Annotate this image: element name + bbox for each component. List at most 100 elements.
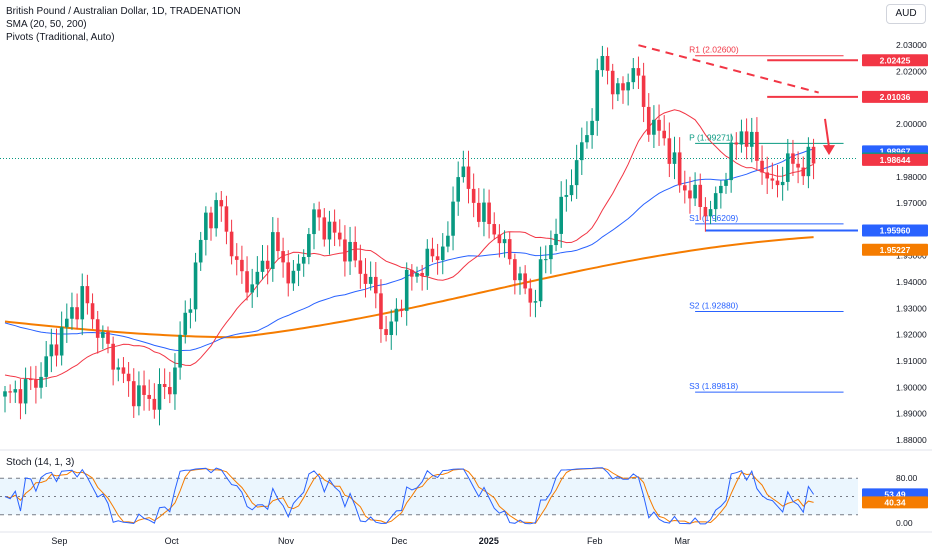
candle-body	[137, 385, 141, 407]
price-axis-tick: 1.92000	[896, 330, 927, 340]
candle-body	[307, 234, 311, 257]
candle-body	[327, 221, 332, 240]
candle-body	[332, 221, 337, 233]
candle-body	[54, 344, 59, 356]
time-axis-tick: Mar	[675, 536, 691, 546]
candle-body	[543, 259, 548, 261]
candle-body	[724, 180, 728, 186]
candle-body	[80, 286, 85, 320]
candle-body	[523, 273, 527, 289]
price-label-text: 1.98644	[880, 155, 911, 165]
candle-body	[379, 293, 383, 330]
candle-body	[374, 276, 378, 294]
candle-body	[703, 206, 708, 217]
candle-body	[286, 262, 291, 284]
candle-body	[471, 188, 476, 203]
candle-body	[348, 241, 352, 262]
candle-body	[13, 389, 18, 393]
candle-body	[662, 130, 666, 139]
candle-body	[234, 256, 239, 260]
candle-body	[513, 259, 517, 281]
candle-body	[193, 262, 198, 310]
candle-body	[368, 276, 373, 284]
candle-body	[652, 119, 656, 135]
candle-body	[667, 138, 672, 164]
candle-body	[708, 209, 713, 217]
trend-line	[638, 44, 819, 94]
candle-body	[626, 82, 630, 91]
candle-body	[399, 308, 404, 311]
candle-body	[641, 75, 646, 107]
price-label-text: 2.01036	[880, 92, 911, 102]
price-axis-tick: 2.03000	[896, 40, 927, 50]
candle-body	[791, 153, 795, 164]
candle-body	[646, 106, 651, 135]
price-axis-tick: 2.02000	[896, 66, 927, 76]
candle-body	[430, 248, 435, 257]
candle-body	[585, 135, 589, 143]
candle-body	[672, 152, 677, 164]
candle-body	[276, 232, 280, 252]
candle-body	[765, 172, 769, 179]
candle-body	[744, 131, 749, 147]
candle-body	[502, 239, 507, 244]
stoch-legend[interactable]: Stoch (14, 1, 3)	[6, 457, 75, 468]
candle-body	[59, 327, 64, 356]
candle-body	[204, 212, 208, 240]
price-label-box	[862, 224, 928, 237]
candle-body	[214, 200, 218, 229]
price-axis-tick: 1.88000	[896, 435, 927, 445]
price-axis-tick: 1.90000	[896, 382, 927, 392]
candle-body	[688, 190, 692, 199]
down-arrow-head	[823, 145, 835, 156]
candle-body	[178, 334, 182, 368]
candle-body	[255, 271, 260, 285]
candle-body	[451, 201, 455, 236]
candle-body	[533, 301, 538, 303]
candle-body	[631, 68, 636, 83]
sma-legend[interactable]: SMA (20, 50, 200)	[6, 19, 87, 30]
candle-body	[291, 270, 296, 284]
candle-body	[28, 379, 33, 381]
candle-body	[229, 231, 234, 257]
time-axis-tick: Dec	[391, 536, 408, 546]
down-arrow-shaft	[824, 118, 830, 148]
time-axis-tick: Feb	[587, 536, 603, 546]
candle-body	[126, 373, 131, 382]
candle-body	[693, 184, 697, 199]
candle-body	[610, 70, 615, 95]
candle-body	[301, 256, 306, 264]
price-label-box	[862, 90, 928, 103]
candle-body	[549, 245, 553, 260]
candle-body	[677, 152, 682, 186]
candle-body	[363, 273, 368, 284]
candle-body	[296, 263, 301, 271]
candle-body	[224, 206, 229, 232]
candle-body	[600, 55, 605, 71]
pivots-legend[interactable]: Pivots (Traditional, Auto)	[6, 32, 115, 43]
candle-body	[281, 251, 285, 263]
price-label-text: 2.02425	[880, 55, 911, 65]
candle-body	[389, 321, 394, 336]
currency-button[interactable]: AUD	[886, 4, 926, 24]
time-axis-tick: Oct	[165, 536, 180, 546]
candle-body	[198, 239, 203, 263]
candle-body	[775, 180, 780, 186]
candle-body	[554, 233, 558, 246]
candle-body	[358, 260, 363, 274]
candle-body	[755, 131, 759, 161]
symbol-title[interactable]: British Pound / Australian Dollar, 1D, T…	[6, 6, 241, 17]
candle-body	[131, 381, 136, 407]
candle-body	[271, 232, 275, 269]
candle-body	[719, 185, 723, 194]
candle-body	[477, 202, 481, 222]
sma20-line	[4, 109, 814, 381]
stoch-value-text: 53.49	[884, 489, 906, 499]
price-label-box	[862, 54, 928, 67]
candle-body	[415, 272, 419, 277]
candle-body	[3, 391, 7, 397]
time-axis-tick: 2025	[479, 536, 499, 546]
candle-body	[461, 166, 466, 178]
price-axis-tick: 1.94000	[896, 277, 927, 287]
